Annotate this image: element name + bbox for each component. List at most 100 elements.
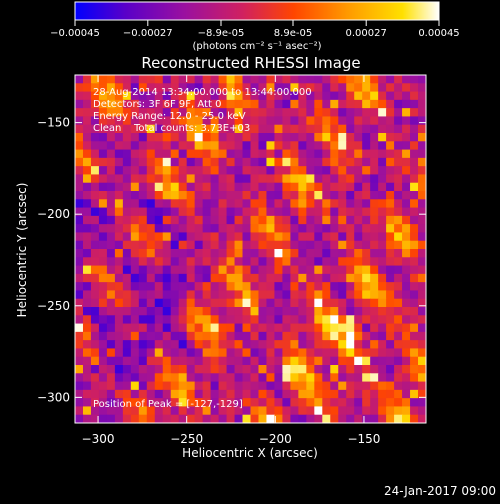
heatmap-cell	[130, 398, 140, 408]
heatmap-cell	[122, 356, 132, 366]
heatmap-cell	[386, 133, 395, 142]
heatmap-cell	[258, 249, 268, 258]
heatmap-cell	[146, 249, 156, 258]
heatmap-cell	[130, 257, 140, 267]
heatmap-cell	[346, 365, 355, 374]
heatmap-cell	[386, 365, 395, 374]
heatmap-cell	[338, 166, 347, 176]
heatmap-cell	[418, 116, 426, 126]
heatmap-cell	[146, 315, 156, 325]
heatmap-cell	[418, 381, 426, 391]
heatmap-cell	[194, 340, 204, 350]
heatmap-cell	[186, 348, 196, 358]
heatmap-cell	[234, 232, 244, 242]
heatmap-cell	[378, 282, 387, 292]
heatmap-cell	[138, 99, 148, 109]
heatmap-cell	[394, 356, 403, 366]
heatmap-cell	[122, 414, 132, 423]
heatmap-cell	[106, 290, 116, 300]
heatmap-cell	[170, 414, 180, 423]
heatmap-cell	[250, 157, 260, 167]
heatmap-cell	[370, 249, 379, 258]
heatmap-cell	[90, 166, 100, 176]
heatmap-cell	[178, 99, 188, 109]
heatmap-cell	[242, 133, 252, 142]
heatmap-cell	[322, 224, 331, 234]
heatmap-cell	[386, 199, 395, 209]
heatmap-cell	[186, 315, 196, 325]
heatmap-cell	[106, 273, 116, 283]
heatmap-cell	[306, 315, 315, 325]
heatmap-cell	[370, 116, 379, 126]
heatmap-cell	[210, 141, 220, 151]
heatmap-cell	[354, 389, 363, 399]
heatmap-cell	[210, 133, 220, 142]
heatmap-cell	[138, 149, 148, 159]
heatmap-cell	[402, 365, 411, 374]
heatmap-cell	[146, 282, 156, 292]
heatmap-cell	[178, 166, 188, 176]
heatmap-cell	[282, 83, 291, 93]
heatmap-cell	[378, 249, 387, 258]
heatmap-cell	[154, 141, 164, 151]
heatmap-cell	[354, 75, 363, 84]
heatmap-cell	[130, 124, 140, 134]
heatmap-cell	[298, 182, 307, 192]
heatmap-cell	[114, 224, 124, 234]
heatmap-cell	[322, 406, 331, 416]
heatmap-cell	[98, 365, 108, 374]
heatmap-cell	[75, 149, 84, 159]
heatmap-cell	[378, 91, 387, 101]
heatmap-cell	[90, 199, 100, 209]
heatmap-cell	[386, 207, 395, 217]
heatmap-cell	[410, 307, 419, 316]
heatmap-cell	[154, 298, 164, 308]
heatmap-cell	[402, 265, 411, 275]
heatmap-cell	[354, 232, 363, 242]
heatmap-cell	[338, 365, 347, 374]
heatmap-cell	[90, 273, 100, 283]
heatmap-cell	[306, 157, 315, 167]
heatmap-cell	[258, 398, 268, 408]
heatmap-cell	[322, 75, 331, 84]
heatmap-cell	[410, 207, 419, 217]
heatmap-cell	[194, 398, 204, 408]
heatmap-cell	[274, 389, 284, 399]
heatmap-cell	[154, 356, 164, 366]
heatmap-cell	[242, 356, 252, 366]
heatmap-cell	[258, 240, 268, 250]
heatmap-cell	[418, 406, 426, 416]
heatmap-cell	[138, 282, 148, 292]
heatmap-cell	[75, 331, 84, 341]
heatmap-cell	[378, 149, 387, 159]
heatmap-cell	[290, 240, 299, 250]
heatmap-cell	[114, 282, 124, 292]
heatmap-cell	[186, 166, 196, 176]
heatmap-cell	[274, 282, 284, 292]
heatmap-cell	[114, 406, 124, 416]
heatmap-cell	[90, 224, 100, 234]
heatmap-cell	[306, 174, 315, 184]
heatmap-cell	[146, 199, 156, 209]
heatmap-cell	[146, 406, 156, 416]
heatmap-cell	[210, 273, 220, 283]
heatmap-cell	[418, 199, 426, 209]
heatmap-cell	[210, 381, 220, 391]
heatmap-cell	[186, 356, 196, 366]
heatmap-cell	[258, 174, 268, 184]
heatmap-cell	[314, 290, 323, 300]
heatmap-cell	[178, 215, 188, 225]
axis-ticks: −300 −250 −200 −150−150−200−250−300	[37, 75, 426, 446]
heatmap-cell	[242, 166, 252, 176]
heatmap-cell	[122, 307, 132, 316]
heatmap-cell	[154, 215, 164, 225]
heatmap-cell	[122, 331, 132, 341]
heatmap-cell	[202, 182, 212, 192]
heatmap-cell	[234, 108, 244, 118]
heatmap-cell	[194, 232, 204, 242]
heatmap-cell	[338, 240, 347, 250]
heatmap-cell	[394, 116, 403, 126]
heatmap-cell	[370, 215, 379, 225]
heatmap-cell	[130, 191, 140, 200]
heatmap-cell	[282, 116, 291, 126]
